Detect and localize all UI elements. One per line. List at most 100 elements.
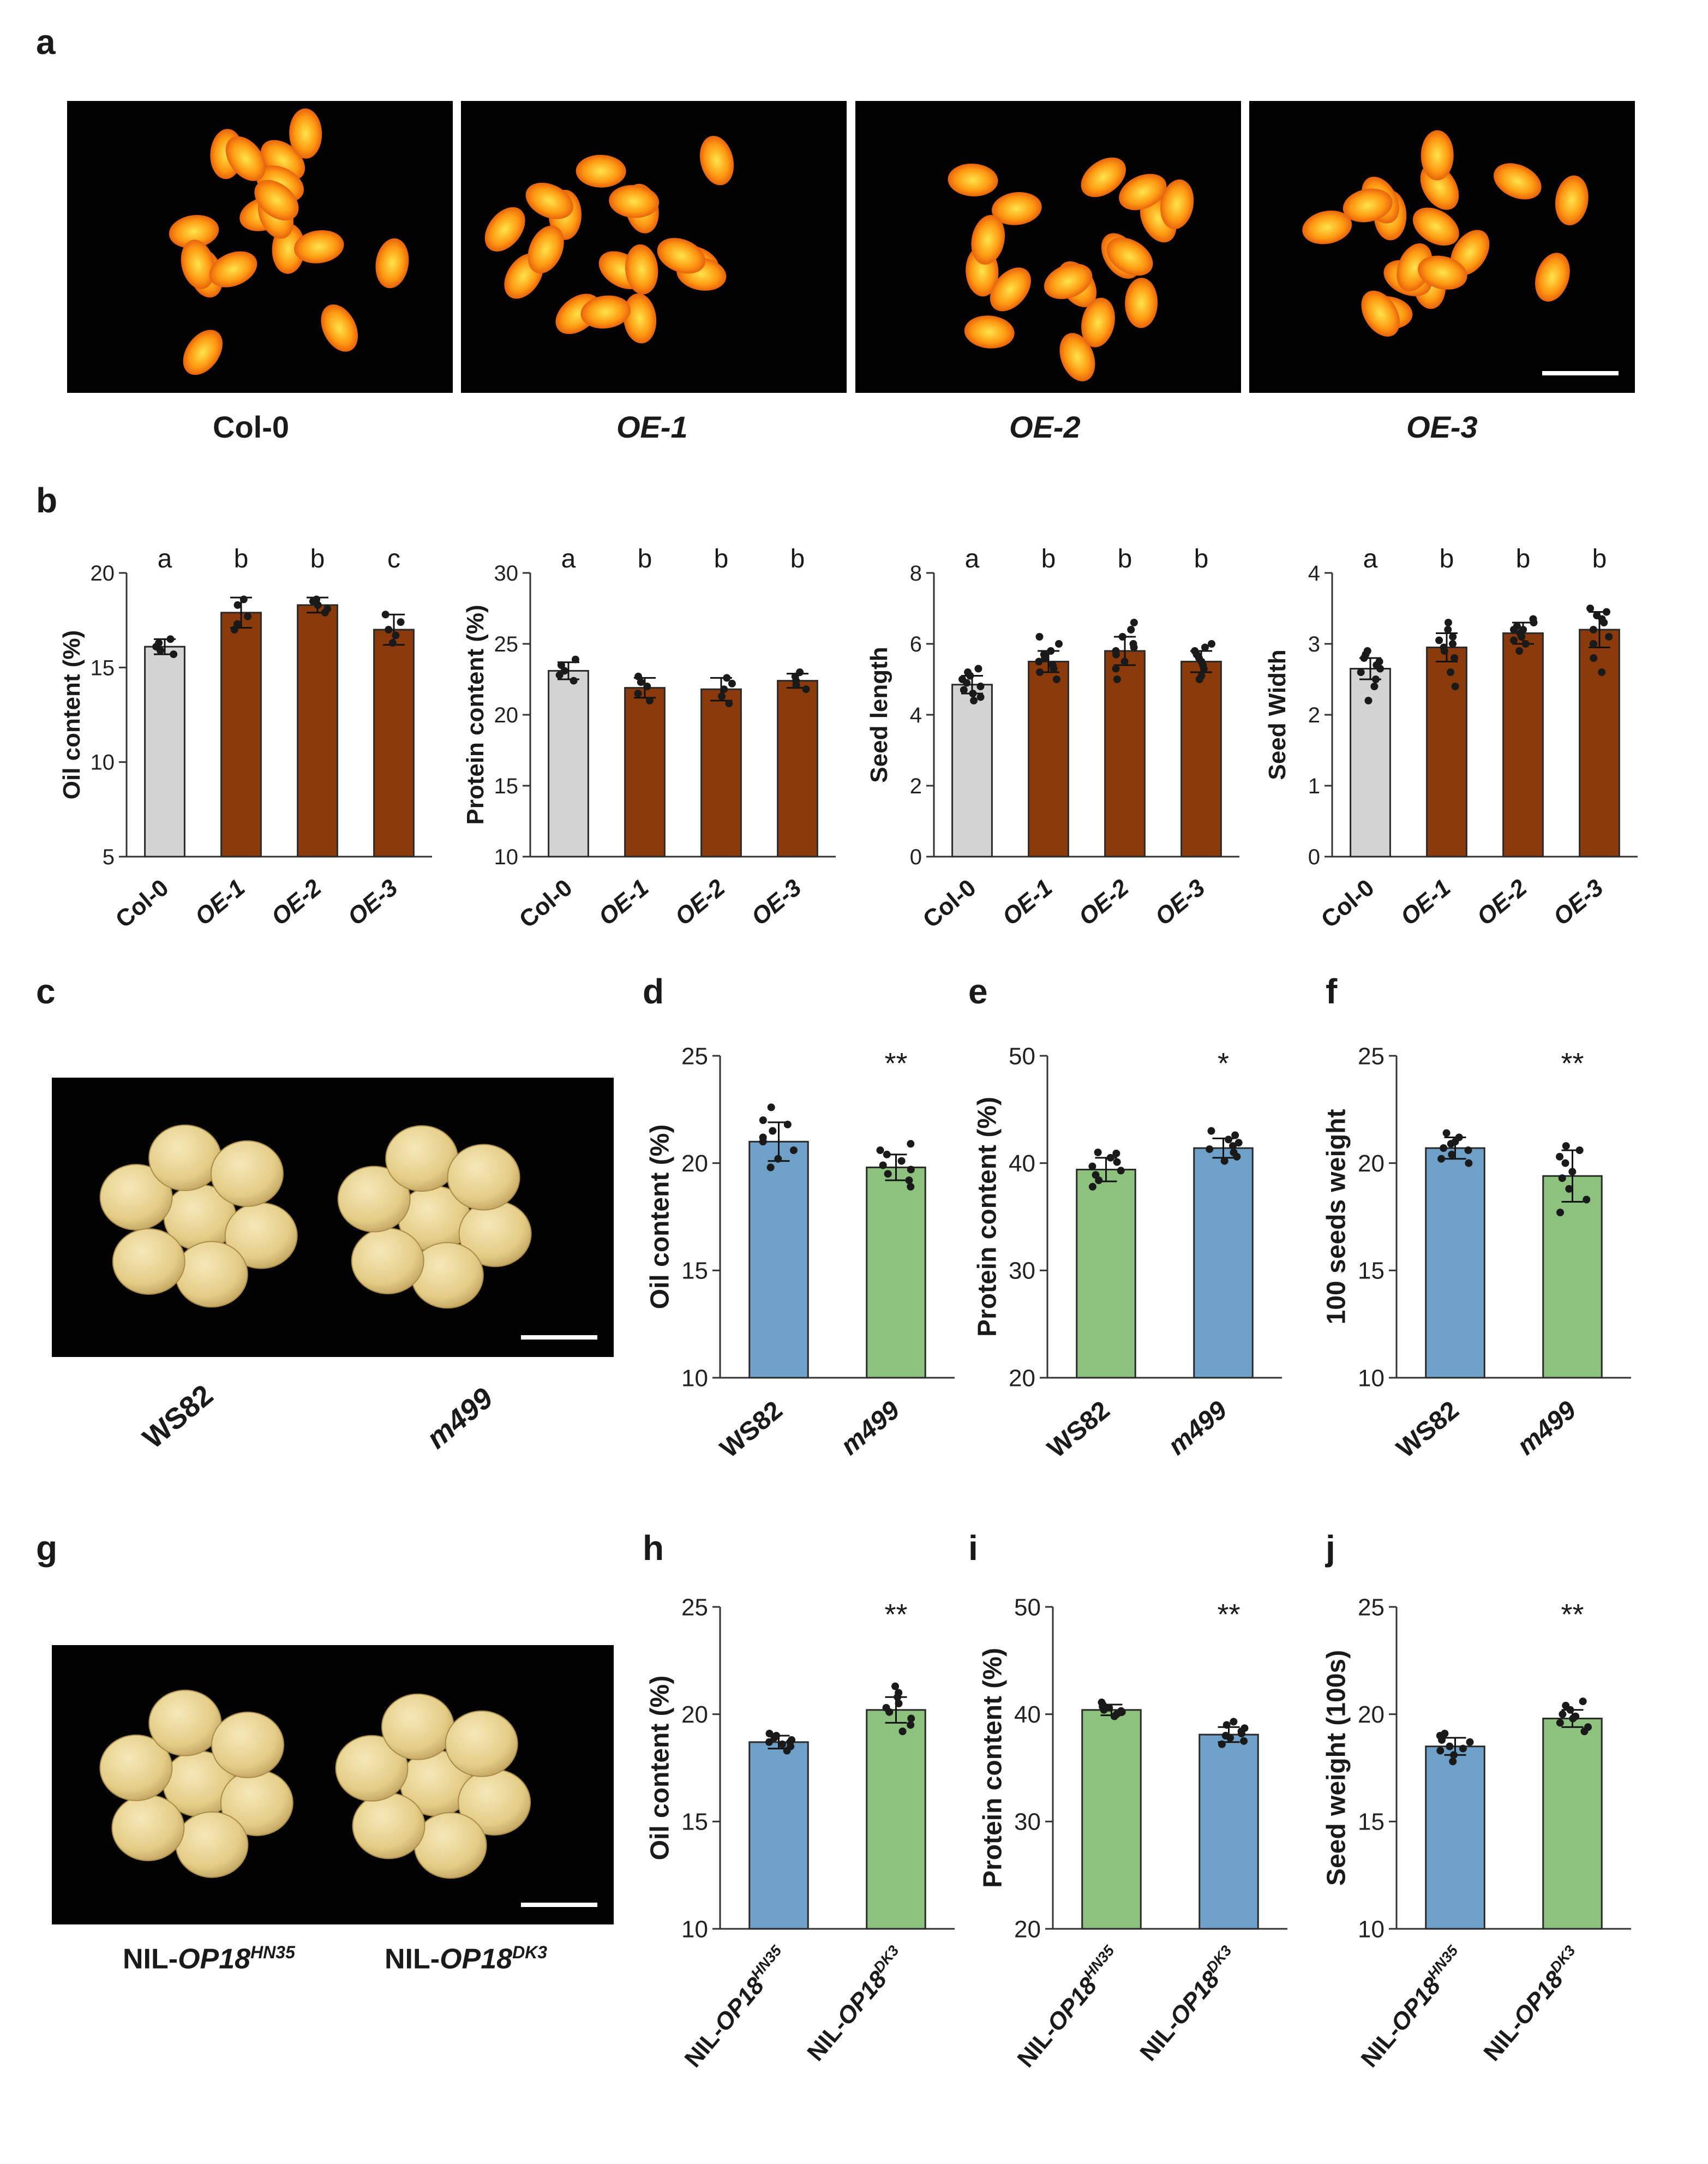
- panel-letter-j: j: [1326, 1528, 1335, 1568]
- data-point: [1048, 661, 1057, 669]
- data-point: [1047, 647, 1055, 655]
- data-point: [1112, 1149, 1120, 1157]
- data-point: [1455, 1133, 1463, 1141]
- photo-label-nil-dk3: NIL-OP18DK3: [385, 1942, 548, 1975]
- data-point: [1583, 1195, 1591, 1204]
- soybean-seed: [413, 1812, 487, 1879]
- data-point: [1509, 636, 1518, 644]
- soybean-photo-g: [52, 1645, 614, 1924]
- data-point: [1106, 1153, 1114, 1162]
- y-tick-label: 30: [494, 561, 519, 585]
- soybean-seed: [211, 1711, 285, 1778]
- y-tick-label: 10: [494, 845, 519, 869]
- data-point: [1375, 657, 1383, 666]
- x-tick-label: OE-1: [190, 874, 250, 931]
- data-point: [1448, 640, 1457, 648]
- scale-bar: [521, 1335, 597, 1340]
- data-point: [1129, 640, 1137, 648]
- y-tick-label: 15: [91, 656, 115, 680]
- data-point: [774, 1155, 782, 1163]
- data-point: [230, 626, 238, 633]
- chart-h-oil-content: 10 15 20 25 Oil content (%) NIL-OP18HN35NIL-O…: [645, 1594, 955, 2072]
- y-axis-label: Oil content (%): [645, 1676, 674, 1861]
- data-point: [766, 1163, 775, 1171]
- data-point: [1197, 672, 1206, 680]
- data-point: [1441, 1730, 1449, 1738]
- x-tick-label: Col-0: [514, 874, 578, 933]
- chart-b-seed-width: 0 1 2 3 4 Seed Width Col-0 a OE-1 b OE-2 b OE-3 b: [1264, 545, 1638, 933]
- chart-f-seed-weight: 10 15 20 25 100 seeds weight WS82 m499 **: [1322, 1043, 1631, 1463]
- data-point: [1229, 1142, 1237, 1150]
- y-tick-label: 2: [1308, 703, 1320, 727]
- significance-letter: a: [561, 545, 576, 573]
- data-point: [778, 1740, 786, 1748]
- data-point: [1357, 668, 1365, 676]
- x-tick-label: OE-3: [343, 874, 403, 931]
- data-point: [1444, 619, 1452, 626]
- data-point: [1113, 1158, 1121, 1166]
- x-tick-label: Col-0: [111, 874, 174, 933]
- x-tick-label: WS82: [1042, 1396, 1115, 1464]
- data-point: [1040, 650, 1048, 659]
- arabidopsis-seed: [225, 136, 266, 181]
- seed-photo-col0: [67, 101, 453, 393]
- data-point: [1451, 683, 1459, 690]
- data-point: [1207, 1127, 1215, 1135]
- soybean-seed: [99, 1734, 173, 1801]
- data-point: [1231, 1131, 1239, 1139]
- y-tick-label: 25: [1358, 1043, 1385, 1069]
- panel-letter-e: e: [968, 972, 988, 1011]
- x-tick-label: m499: [1162, 1395, 1232, 1461]
- chart-b-oil-content: 5 10 15 20 Oil content (%) Col-0 a OE-1 b OE-2 b OE…: [58, 545, 432, 933]
- x-tick-label: Col-0: [1316, 874, 1380, 933]
- scale-bar: [521, 1903, 597, 1907]
- data-point: [1556, 1152, 1564, 1161]
- x-tick-label: NIL-OP18HN35: [1355, 1942, 1471, 2073]
- data-point: [1437, 1155, 1446, 1163]
- data-point: [1579, 1697, 1587, 1706]
- data-point: [1240, 1724, 1249, 1732]
- significance-letter: b: [638, 545, 652, 573]
- bar: [866, 1167, 926, 1379]
- y-tick-label: 20: [1014, 1916, 1041, 1942]
- data-point: [882, 1703, 890, 1712]
- data-point: [385, 626, 393, 633]
- y-tick-label: 10: [91, 751, 115, 775]
- data-point: [1436, 1747, 1445, 1755]
- chart-e-protein-content: 20 30 40 50 Protein content (%) WS82 m499 *: [973, 1043, 1282, 1464]
- data-point: [1035, 633, 1044, 641]
- significance-letter: c: [387, 545, 400, 573]
- y-tick-label: 20: [681, 1150, 708, 1177]
- soybean-seed: [99, 1164, 173, 1231]
- y-tick-label: 6: [910, 632, 922, 656]
- data-point: [1435, 636, 1443, 644]
- significance-letter: b: [1592, 545, 1607, 573]
- arabidopsis-seed: [625, 244, 658, 295]
- x-tick-label: OE-1: [1395, 874, 1455, 931]
- bar: [1579, 629, 1620, 858]
- photo-label-oe2: OE-2: [1009, 410, 1081, 444]
- data-point: [1440, 1144, 1448, 1152]
- data-point: [155, 639, 163, 647]
- data-point: [244, 612, 252, 620]
- data-point: [788, 1736, 796, 1744]
- bar: [1104, 650, 1146, 858]
- significance-letter: b: [1041, 545, 1056, 573]
- data-point: [1364, 697, 1373, 704]
- arabidopsis-seed: [293, 230, 344, 264]
- y-tick-label: 25: [494, 632, 519, 656]
- y-tick-label: 15: [494, 774, 519, 798]
- arabidopsis-seed: [580, 295, 631, 329]
- data-point: [897, 1157, 906, 1165]
- y-tick-label: 0: [910, 845, 922, 869]
- data-point: [789, 1146, 798, 1155]
- bar: [1028, 661, 1069, 858]
- data-point: [974, 665, 982, 673]
- data-point: [976, 683, 985, 690]
- data-point: [1590, 654, 1598, 662]
- data-point: [1112, 647, 1120, 655]
- y-axis-label: 100 seeds weight: [1322, 1109, 1351, 1325]
- photo-label-oe3: OE-3: [1406, 410, 1478, 444]
- data-point: [397, 618, 405, 626]
